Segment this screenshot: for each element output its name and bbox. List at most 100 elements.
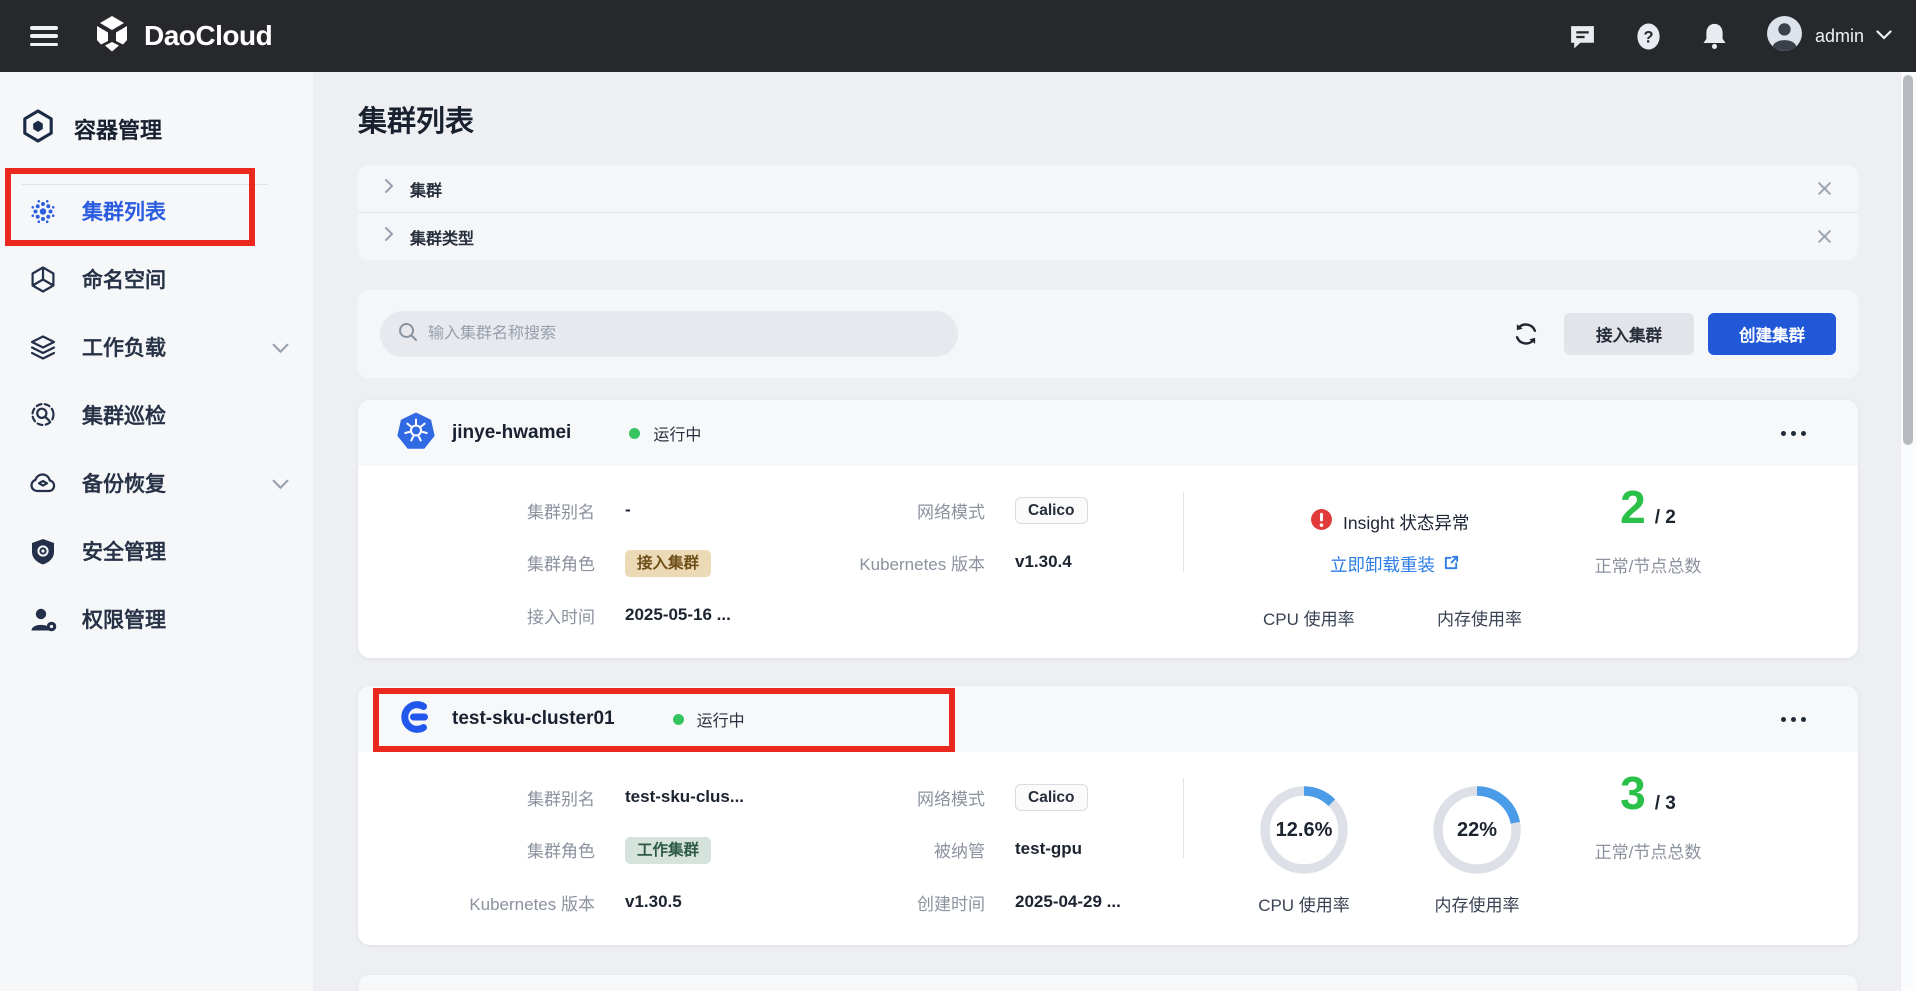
sidebar-item-label: 权限管理 bbox=[82, 609, 166, 632]
cluster-card-partial bbox=[358, 975, 1858, 991]
accept-cluster-button[interactable]: 接入集群 bbox=[1564, 313, 1694, 355]
bell-icon[interactable] bbox=[1700, 21, 1730, 51]
cpu-usage-label: CPU 使用率 bbox=[1258, 896, 1350, 915]
cluster-status: 运行中 bbox=[672, 707, 745, 731]
cluster-card-header: jinye-hwamei 运行中 bbox=[358, 400, 1858, 466]
create-cluster-button[interactable]: 创建集群 bbox=[1708, 313, 1836, 355]
sidebar-item-backup-restore[interactable]: 备份恢复 bbox=[0, 449, 313, 517]
message-icon[interactable] bbox=[1568, 21, 1598, 51]
sidebar-item-workloads[interactable]: 工作负载 bbox=[0, 313, 313, 381]
field-label: 创建时间 bbox=[917, 894, 985, 914]
network-mode-badge: Calico bbox=[1015, 784, 1088, 811]
field-value: - bbox=[625, 500, 631, 519]
cluster-card: jinye-hwamei 运行中 集群别名 - 集群角色 接入集群 接入时间 bbox=[358, 400, 1858, 658]
sidebar-item-label: 集群巡检 bbox=[82, 405, 166, 428]
cluster-card-body: 集群别名 test-sku-clus... 集群角色 工作集群 Kubernet… bbox=[358, 752, 1858, 945]
username: admin bbox=[1814, 25, 1864, 46]
search-box[interactable] bbox=[380, 311, 958, 357]
user-menu[interactable]: admin bbox=[1766, 15, 1892, 57]
navbar-actions: ? admin bbox=[1568, 15, 1892, 57]
cluster-name[interactable]: jinye-hwamei bbox=[452, 422, 572, 443]
refresh-icon[interactable] bbox=[1512, 320, 1540, 348]
brand-name: DaoCloud bbox=[144, 20, 273, 51]
close-icon[interactable] bbox=[1817, 181, 1832, 196]
chevron-right-icon bbox=[384, 226, 394, 247]
search-input[interactable] bbox=[428, 325, 940, 343]
sidebar-item-cluster-inspection[interactable]: 集群巡检 bbox=[0, 381, 313, 449]
field-label: 网络模式 bbox=[917, 789, 985, 809]
insight-error: Insight 状态异常 bbox=[1310, 508, 1469, 536]
nodes-ok-count: 2 bbox=[1620, 481, 1646, 533]
filter-row-cluster-type[interactable]: 集群类型 bbox=[358, 212, 1858, 260]
cpu-usage-donut: 12.6% bbox=[1257, 783, 1351, 877]
sidebar-item-namespaces[interactable]: 命名空间 bbox=[0, 245, 313, 313]
cluster-dots-icon bbox=[28, 196, 58, 227]
sidebar-item-label: 命名空间 bbox=[82, 269, 166, 292]
field-value: 2025-04-29 ... bbox=[1015, 892, 1121, 911]
sidebar-module-header[interactable]: 容器管理 bbox=[20, 108, 162, 149]
cluster-role-badge: 接入集群 bbox=[625, 550, 712, 577]
field-value: test-gpu bbox=[1015, 839, 1083, 858]
sidebar-item-label: 集群列表 bbox=[82, 201, 166, 224]
sidebar-item-cluster-list[interactable]: 集群列表 bbox=[0, 177, 313, 245]
sidebar-item-security[interactable]: 安全管理 bbox=[0, 517, 313, 585]
cluster-role-badge: 工作集群 bbox=[625, 837, 712, 864]
vertical-divider bbox=[1183, 778, 1184, 858]
field-value: v1.30.4 bbox=[1015, 552, 1072, 571]
memory-usage-label: 内存使用率 bbox=[1437, 610, 1522, 629]
chevron-down-icon bbox=[1876, 27, 1892, 45]
scrollbar-track[interactable] bbox=[1900, 72, 1916, 991]
reinstall-link[interactable]: 立即卸载重装 bbox=[1330, 552, 1460, 577]
cluster-card: test-sku-cluster01 运行中 集群别名 test-sku-clu… bbox=[358, 686, 1858, 945]
sidebar-module-label: 容器管理 bbox=[74, 117, 163, 143]
close-icon[interactable] bbox=[1817, 229, 1832, 244]
filter-panel: 集群 集群类型 bbox=[358, 165, 1858, 260]
sidebar-item-permissions[interactable]: 权限管理 bbox=[0, 585, 313, 653]
field-label: Kubernetes 版本 bbox=[469, 894, 595, 914]
memory-usage-value: 22% bbox=[1456, 818, 1498, 841]
cluster-card-header: test-sku-cluster01 运行中 bbox=[358, 686, 1858, 752]
nodes-total-count: / 2 bbox=[1654, 507, 1676, 528]
status-dot-running bbox=[672, 713, 684, 725]
search-icon bbox=[398, 322, 418, 347]
filter-label: 集群 bbox=[410, 182, 443, 200]
chevron-down-icon[interactable] bbox=[272, 341, 289, 359]
shield-gear-icon bbox=[28, 536, 58, 567]
cluster-name[interactable]: test-sku-cluster01 bbox=[452, 708, 615, 729]
user-gear-icon bbox=[28, 604, 58, 635]
nodes-total-count: / 3 bbox=[1654, 793, 1676, 814]
dce-cluster-icon bbox=[396, 697, 436, 742]
scrollbar-thumb[interactable] bbox=[1903, 75, 1913, 445]
cpu-usage-value: 12.6% bbox=[1275, 818, 1333, 841]
sidebar-nav: 集群列表 命名空间 工 bbox=[0, 177, 313, 653]
chevron-down-icon[interactable] bbox=[272, 477, 289, 495]
daocloud-logo-icon bbox=[92, 14, 132, 59]
cube-icon bbox=[28, 264, 58, 295]
field-value: 2025-05-16 ... bbox=[625, 605, 731, 624]
cpu-usage-label: CPU 使用率 bbox=[1263, 610, 1355, 629]
field-label: 集群角色 bbox=[527, 554, 595, 574]
field-label: 集群别名 bbox=[527, 789, 595, 809]
field-value: test-sku-clus... bbox=[625, 787, 745, 806]
kubernetes-icon bbox=[396, 411, 436, 456]
memory-usage-donut: 22% bbox=[1430, 783, 1524, 877]
filter-label: 集群类型 bbox=[410, 230, 475, 248]
page-title: 集群列表 bbox=[358, 106, 475, 138]
more-actions-button[interactable] bbox=[1775, 711, 1812, 728]
help-icon[interactable]: ? bbox=[1634, 21, 1664, 51]
network-mode-badge: Calico bbox=[1015, 497, 1088, 524]
field-value: v1.30.5 bbox=[625, 892, 682, 911]
more-actions-button[interactable] bbox=[1775, 425, 1812, 442]
avatar-icon bbox=[1766, 15, 1803, 57]
filter-row-cluster[interactable]: 集群 bbox=[358, 165, 1858, 212]
sidebar-item-label: 工作负载 bbox=[82, 337, 166, 360]
vertical-divider bbox=[1183, 492, 1184, 572]
brand-logo[interactable]: DaoCloud bbox=[92, 14, 273, 59]
field-label: 被纳管 bbox=[934, 841, 985, 861]
top-navbar: DaoCloud ? bbox=[0, 0, 1916, 72]
nodes-caption: 正常/节点总数 bbox=[1594, 843, 1702, 862]
container-hexagon-icon bbox=[20, 108, 56, 149]
error-exclamation-icon bbox=[1310, 508, 1333, 536]
field-label: 集群别名 bbox=[527, 502, 595, 522]
hamburger-menu-icon[interactable] bbox=[30, 26, 58, 46]
